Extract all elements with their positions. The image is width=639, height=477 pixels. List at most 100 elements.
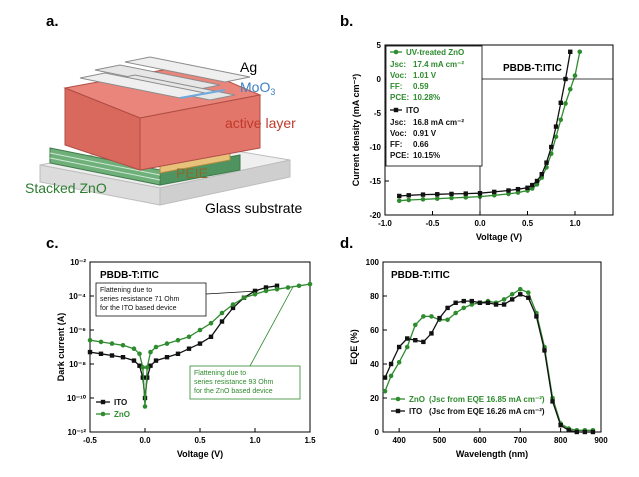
data-point — [208, 334, 214, 339]
data-point — [109, 341, 115, 346]
legend-param-value: 10.15% — [413, 151, 440, 160]
x-tick-label: 800 — [554, 436, 568, 445]
legend-label: ITO — [406, 106, 419, 115]
data-point — [445, 317, 450, 323]
legend-param-name: Voc: — [390, 71, 407, 80]
data-point — [406, 193, 411, 198]
y-tick-label: 10⁻¹² — [68, 428, 87, 437]
data-point — [405, 336, 410, 341]
annotation-text: Flattening due to — [100, 287, 152, 294]
data-point — [420, 192, 426, 197]
data-point — [549, 144, 554, 150]
ag-electrodes — [79, 56, 251, 101]
data-point — [553, 124, 559, 129]
series-line — [89, 285, 278, 399]
legend-param-name: Jsc: — [390, 118, 406, 127]
x-axis-label: Voltage (V) — [177, 449, 223, 459]
legend-param-value: 1.01 V — [413, 71, 437, 80]
data-point — [263, 285, 269, 290]
data-point — [590, 429, 596, 435]
legend-param-value: 16.8 mA cm⁻² — [413, 118, 464, 127]
annotation-arrow — [249, 285, 294, 367]
panel-label-c: c. — [46, 235, 59, 252]
data-point — [526, 295, 531, 300]
data-point — [429, 331, 434, 336]
data-point — [413, 338, 418, 343]
x-tick-label: 900 — [594, 436, 608, 445]
legend-marker — [395, 396, 401, 402]
data-point — [144, 365, 150, 370]
data-point — [582, 429, 588, 435]
x-tick-label: 500 — [433, 436, 447, 445]
data-point — [469, 298, 475, 304]
zno-stripe — [49, 152, 161, 176]
y-tick-label: 60 — [370, 326, 379, 335]
data-point — [506, 191, 511, 197]
data-point — [175, 351, 181, 356]
data-point — [485, 300, 491, 305]
device-stack-diagram: Ag MoO3 active layer PEIE Stacked ZnO Gl… — [25, 56, 302, 216]
legend-param-value: 0.66 — [413, 140, 429, 149]
y-tick-label: 10⁻² — [70, 258, 86, 267]
data-point — [453, 300, 458, 305]
data-point — [98, 339, 104, 345]
data-point — [509, 292, 515, 297]
data-point — [421, 314, 426, 319]
data-point — [388, 361, 394, 367]
data-point — [461, 298, 466, 304]
data-point — [572, 73, 578, 78]
data-point — [550, 399, 555, 404]
x-tick-label: 0.5 — [522, 219, 534, 228]
data-point — [142, 404, 148, 409]
data-point — [530, 182, 535, 188]
data-point — [148, 349, 153, 355]
peie-label: PEIE — [176, 165, 208, 181]
y-tick-label: 10⁻¹⁰ — [67, 394, 87, 403]
dark-current-chart: -0.5 0.0 0.5 1.0 1.5 10⁻¹² 10⁻¹⁰ 10⁻⁸ 10⁻⁶ 10⁻⁴ 10… — [56, 258, 316, 459]
eqe-chart: 400 500 600 700 800 900 0 20 40 60 80 100 Wavelength… — [349, 258, 608, 459]
moo3-line — [179, 89, 226, 99]
data-point — [469, 302, 475, 307]
annotation-text: Flattening due to — [194, 370, 246, 377]
data-point — [420, 197, 426, 202]
legend-param-name: Voc: — [390, 129, 407, 138]
legend-label: ZnO — [114, 410, 130, 419]
x-axis-label: Wavelength (nm) — [456, 449, 528, 459]
data-point — [137, 351, 142, 357]
data-point — [263, 288, 269, 294]
data-point — [463, 191, 468, 196]
legend-box — [385, 45, 483, 167]
y-tick-label: -10 — [369, 143, 381, 152]
legend-detail: (Jsc from EQE 16.26 mA cm⁻²) — [429, 407, 545, 416]
data-point — [566, 428, 571, 433]
ag-electrode-strip — [124, 56, 251, 83]
data-point — [574, 429, 579, 435]
data-point — [463, 195, 469, 200]
data-point — [120, 343, 126, 348]
legend-marker — [100, 399, 106, 405]
data-point — [396, 360, 402, 365]
zno-stripe — [49, 157, 161, 181]
plot-frame — [384, 44, 614, 216]
moo3-label: MoO3 — [240, 79, 275, 97]
y-tick-label: 20 — [370, 394, 379, 403]
x-tick-label: 400 — [392, 436, 406, 445]
data-point — [501, 302, 507, 307]
legend-marker — [393, 107, 399, 113]
legend-label: ZnO — [409, 395, 425, 404]
data-point — [153, 344, 159, 350]
data-point — [529, 186, 535, 191]
legend-marker — [393, 49, 399, 55]
data-point — [577, 49, 583, 55]
data-point — [558, 100, 563, 105]
y-tick-label: 100 — [366, 258, 380, 267]
data-point — [241, 295, 247, 301]
data-point — [396, 344, 402, 350]
legend-label: ITO — [114, 398, 127, 407]
y-tick-label: 0 — [375, 428, 380, 437]
annotation-box — [95, 282, 207, 317]
data-point — [131, 358, 137, 363]
data-point — [477, 300, 483, 305]
glass-label: Glass substrate — [205, 200, 302, 216]
